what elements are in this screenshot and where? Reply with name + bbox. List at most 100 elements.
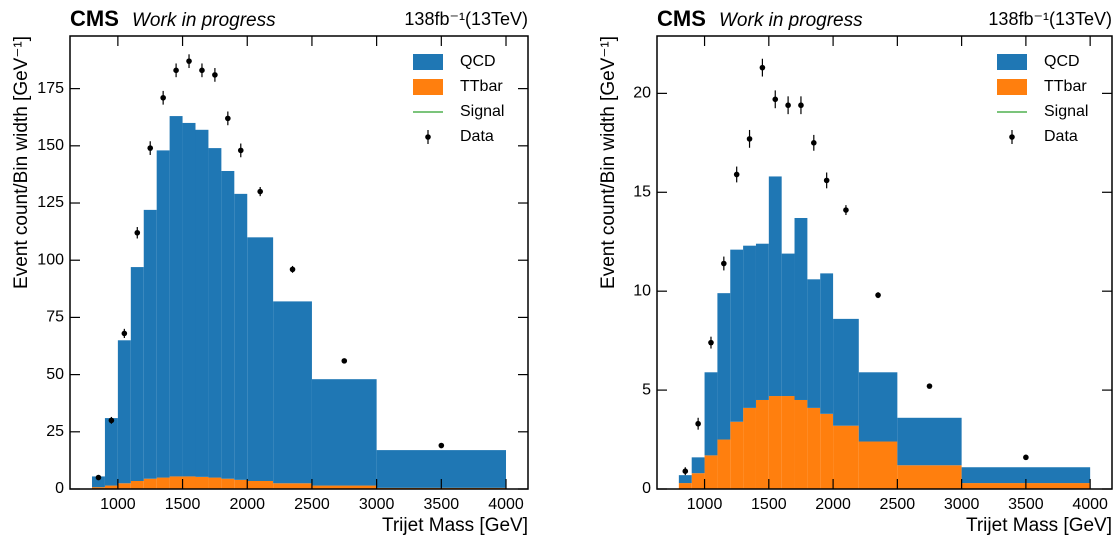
bar-segment	[182, 476, 196, 489]
bar-segment	[820, 413, 834, 489]
axes-frame	[656, 35, 1113, 490]
data-point	[212, 72, 218, 78]
bar-segment	[221, 478, 235, 489]
bar-segment	[273, 483, 312, 489]
data-point	[1023, 454, 1029, 461]
bar-segment	[311, 485, 377, 489]
bar-segment	[730, 249, 744, 422]
data-point	[257, 188, 263, 195]
x-tick-label: 3000	[359, 496, 395, 513]
bar-segment	[156, 477, 170, 489]
data-point	[289, 266, 296, 273]
bar-segment	[182, 122, 196, 477]
y-tick-label: 0	[642, 480, 651, 497]
data-point	[695, 420, 701, 427]
status-label: Work in progress	[132, 10, 276, 31]
data-point	[341, 358, 348, 364]
data-point	[843, 207, 849, 213]
data-point	[160, 94, 166, 101]
lumi-label: 138fb⁻¹(13TeV)	[404, 9, 528, 29]
bar-segment	[678, 475, 692, 484]
data-point	[759, 64, 766, 71]
bar-segment	[117, 483, 131, 489]
data-point	[225, 115, 231, 122]
y-tick-label: 10	[633, 282, 651, 299]
bar-segment	[234, 193, 248, 480]
data-point	[823, 177, 830, 184]
bar-segment	[311, 379, 377, 486]
bar-segment	[195, 476, 209, 489]
bar-segment	[730, 421, 744, 489]
x-tick-label: 3500	[424, 496, 460, 513]
legend-label: QCD	[460, 53, 496, 70]
data-point	[199, 67, 205, 74]
bar-segment	[794, 217, 808, 400]
bar-segment	[130, 480, 144, 489]
bar-segment	[807, 279, 821, 408]
bar-segment	[208, 477, 222, 489]
bar-segment	[858, 441, 898, 489]
y-tick-label: 50	[46, 366, 64, 383]
bar-segment	[143, 209, 157, 479]
legend-label: TTbar	[460, 78, 503, 95]
x-tick-label: 4000	[488, 496, 524, 513]
bar-segment	[755, 399, 769, 489]
data-point	[708, 339, 714, 346]
bar-segment	[743, 245, 756, 408]
bar-segment	[858, 372, 898, 442]
bar-segment	[143, 478, 157, 489]
bar-segment	[691, 457, 705, 474]
bar-segment	[104, 485, 118, 489]
bar-segment	[897, 417, 962, 466]
legend-marker	[425, 134, 431, 140]
bar-segment	[117, 340, 131, 484]
data-point	[134, 229, 141, 236]
bar-segment	[691, 473, 705, 489]
bar-segment	[807, 407, 821, 489]
data-point	[926, 383, 933, 389]
bar-segment	[678, 483, 692, 489]
data-point	[173, 67, 179, 74]
bar-segment	[717, 439, 731, 489]
bar-segment	[781, 396, 795, 489]
bar-segment	[717, 293, 731, 440]
data-point	[95, 474, 102, 481]
bar-segment	[755, 243, 769, 400]
data-point	[721, 260, 727, 267]
bar-segment	[247, 480, 274, 489]
y-tick-label: 150	[37, 137, 64, 154]
legend-swatch	[413, 54, 443, 70]
x-tick-label: 2000	[229, 496, 265, 513]
data-point	[147, 145, 154, 151]
data-point	[438, 442, 445, 449]
y-tick-label: 20	[633, 85, 651, 102]
y-tick-label: 125	[37, 194, 64, 211]
x-tick-label: 2500	[880, 496, 916, 513]
y-axis-label: Event count/Bin width [GeV⁻¹]	[598, 36, 619, 289]
data-point	[121, 330, 128, 337]
axes-frame	[69, 35, 529, 490]
y-axis-label: Event count/Bin width [GeV⁻¹]	[11, 36, 32, 289]
y-tick-label: 15	[633, 183, 651, 200]
legend-label: QCD	[1044, 53, 1080, 70]
bar-segment	[91, 487, 105, 489]
bar-segment	[195, 129, 209, 477]
x-axis-label: Trijet Mass [GeV]	[382, 515, 528, 536]
x-tick-label: 1500	[165, 496, 201, 513]
data-point	[785, 102, 791, 109]
y-tick-label: 75	[46, 309, 64, 326]
panel: 0 5 10 15 20 1000 1500 2000 2500 3000 3500 4000 Trij…	[598, 6, 1113, 536]
bar-segment	[273, 301, 312, 484]
bar-segment	[820, 273, 834, 414]
status-label: Work in progress	[719, 10, 863, 31]
x-tick-label: 1500	[751, 496, 787, 513]
experiment-label: CMS	[70, 6, 119, 31]
bar-segment	[897, 465, 962, 489]
bar-segment	[247, 237, 274, 481]
bar-segment	[704, 455, 718, 489]
bar-segment	[768, 176, 782, 397]
data-point	[108, 417, 115, 424]
legend-label: Signal	[460, 103, 504, 120]
y-tick-label: 175	[37, 80, 64, 97]
